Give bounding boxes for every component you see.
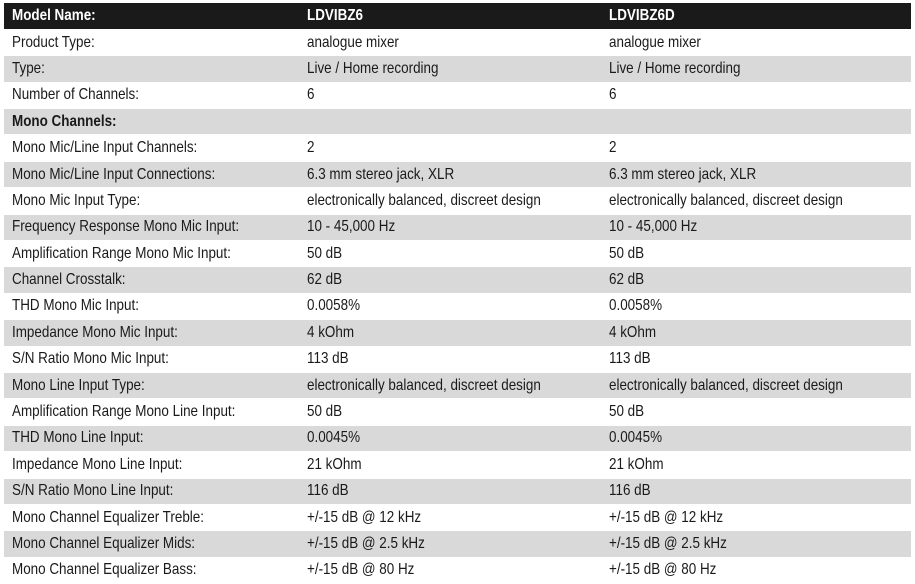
spec-value: electronically balanced, discreet design xyxy=(307,376,541,394)
table-header-row: Model Name: LDVIBZ6 LDVIBZ6D xyxy=(4,3,911,30)
spec-value: +/-15 dB @ 2.5 kHz xyxy=(609,535,727,552)
header-label: Model Name: xyxy=(12,6,96,24)
spec-label: Product Type: xyxy=(12,33,95,51)
spec-value: 50 dB xyxy=(307,403,343,421)
spec-label: Mono Channel Equalizer Bass: xyxy=(12,561,197,579)
table-row: THD Mono Line Input: 0.0045% 0.0045% xyxy=(4,425,911,453)
spec-label: Mono Channel Equalizer Treble: xyxy=(12,508,205,526)
table-row: Impedance Mono Mic Input: 4 kOhm 4 kOhm xyxy=(4,319,911,347)
spec-label: Mono Channels: xyxy=(12,112,117,130)
spec-value: 50 dB xyxy=(609,244,645,262)
table-row: S/N Ratio Mono Mic Input: 113 dB 113 dB xyxy=(4,346,911,373)
spec-label: THD Mono Line Input: xyxy=(12,429,144,447)
spec-value: 21 kOhm xyxy=(609,455,664,473)
spec-label: Mono Mic Input Type: xyxy=(12,191,141,209)
spec-value: electronically balanced, discreet design xyxy=(307,191,541,209)
table-row: Impedance Mono Line Input: 21 kOhm 21 kOhm xyxy=(4,451,911,479)
spec-value: 2 xyxy=(307,139,315,157)
spec-label: Mono Mic/Line Input Channels: xyxy=(12,139,198,157)
spec-value: 10 - 45,000 Hz xyxy=(609,218,698,236)
table-row: THD Mono Mic Input: 0.0058% 0.0058% xyxy=(4,293,911,321)
spec-value: 0.0058% xyxy=(609,297,663,315)
model-name: LDVIBZ6 xyxy=(307,6,364,24)
spec-label: Type: xyxy=(12,59,45,77)
spec-value: 113 dB xyxy=(609,350,651,368)
spec-value: +/-15 dB @ 80 Hz xyxy=(609,561,717,579)
spec-value: 6.3 mm stereo jack, XLR xyxy=(609,165,757,183)
spec-value: +/-15 dB @ 12 kHz xyxy=(609,508,724,526)
spec-value: Live / Home recording xyxy=(609,59,741,77)
table-row: S/N Ratio Mono Line Input: 116 dB 116 dB xyxy=(4,478,911,505)
spec-label: Frequency Response Mono Mic Input: xyxy=(12,218,240,236)
table-row: Mono Line Input Type: electronically bala… xyxy=(4,372,911,400)
model-name: LDVIBZ6D xyxy=(609,6,675,24)
spec-value: 113 dB xyxy=(307,350,349,368)
spec-value: 6 xyxy=(609,86,617,104)
spec-value: +/-15 dB @ 12 kHz xyxy=(307,508,422,526)
spec-value: analogue mixer xyxy=(307,33,399,51)
table-row: Mono Mic Input Type: electronically balan… xyxy=(4,187,911,215)
spec-value: 6 xyxy=(307,86,315,104)
spec-value: 10 - 45,000 Hz xyxy=(307,218,396,236)
spec-label: Mono Mic/Line Input Connections: xyxy=(12,165,216,183)
spec-value: electronically balanced, discreet design xyxy=(609,191,843,209)
spec-label: Impedance Mono Line Input: xyxy=(12,455,183,473)
spec-label: Mono Line Input Type: xyxy=(12,376,145,394)
table-row: Amplification Range Mono Line Input: 50 d… xyxy=(4,398,911,426)
spec-label: Mono Channel Equalizer Mids: xyxy=(12,535,196,552)
spec-label: Amplification Range Mono Line Input: xyxy=(12,403,236,421)
spec-value: 50 dB xyxy=(609,403,645,421)
spec-value: 4 kOhm xyxy=(609,323,657,341)
section-header-row: Mono Channels: xyxy=(4,108,911,136)
spec-label: Channel Crosstalk: xyxy=(12,271,126,289)
spec-label: S/N Ratio Mono Line Input: xyxy=(12,482,174,500)
spec-label: Amplification Range Mono Mic Input: xyxy=(12,244,231,262)
table-row: Frequency Response Mono Mic Input: 10 - 4… xyxy=(4,214,911,242)
table-row: Mono Mic/Line Input Connections: 6.3 mm s… xyxy=(4,161,911,189)
spec-value: +/-15 dB @ 80 Hz xyxy=(307,561,415,579)
spec-value: 4 kOhm xyxy=(307,323,355,341)
spec-value: +/-15 dB @ 2.5 kHz xyxy=(307,535,425,552)
table-row: Channel Crosstalk: 62 dB 62 dB xyxy=(4,266,911,294)
spec-value: electronically balanced, discreet design xyxy=(609,376,843,394)
spec-value: 2 xyxy=(609,139,617,157)
table-row: Amplification Range Mono Mic Input: 50 dB… xyxy=(4,240,911,268)
table-row: Mono Channel Equalizer Treble: +/-15 dB @… xyxy=(4,504,911,532)
spec-value: 0.0045% xyxy=(307,429,361,447)
spec-value: Live / Home recording xyxy=(307,59,439,77)
table-row: Product Type: analogue mixer analogue mixe… xyxy=(4,29,911,57)
spec-value: 0.0045% xyxy=(609,429,663,447)
spec-value: 62 dB xyxy=(307,271,343,289)
spec-label: THD Mono Mic Input: xyxy=(12,297,139,315)
table-row: Number of Channels: 6 6 xyxy=(4,82,911,110)
spec-value: 0.0058% xyxy=(307,297,361,315)
spec-table: Model Name: LDVIBZ6 LDVIBZ6D Product Typ… xyxy=(4,3,911,584)
table-row: Mono Mic/Line Input Channels: 2 2 xyxy=(4,134,911,162)
spec-value: 6.3 mm stereo jack, XLR xyxy=(307,165,455,183)
spec-label: Impedance Mono Mic Input: xyxy=(12,323,178,341)
spec-value: 21 kOhm xyxy=(307,455,362,473)
table-row: Mono Channel Equalizer Bass: +/-15 dB @ 8… xyxy=(4,557,911,584)
spec-value: 116 dB xyxy=(307,482,349,500)
spec-label: Number of Channels: xyxy=(12,86,139,104)
spec-value: 50 dB xyxy=(307,244,343,262)
spec-value: 62 dB xyxy=(609,271,645,289)
table-row: Mono Channel Equalizer Mids: +/-15 dB @ 2… xyxy=(4,530,911,558)
table-row: Type: Live / Home recording Live / Home re… xyxy=(4,55,911,83)
spec-value: 116 dB xyxy=(609,482,651,500)
spec-value: analogue mixer xyxy=(609,33,701,51)
spec-label: S/N Ratio Mono Mic Input: xyxy=(12,350,169,368)
